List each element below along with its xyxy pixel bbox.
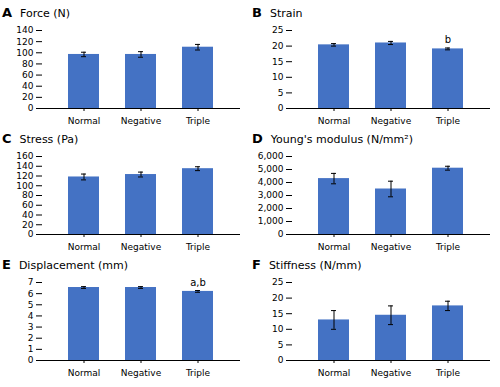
svg-text:Negative: Negative <box>121 116 162 126</box>
svg-text:2: 2 <box>28 333 34 343</box>
svg-text:5,000: 5,000 <box>258 164 284 174</box>
svg-text:1,000: 1,000 <box>258 216 284 226</box>
svg-text:100: 100 <box>16 181 33 191</box>
svg-text:b: b <box>445 34 451 45</box>
svg-text:25: 25 <box>272 277 283 287</box>
svg-text:120: 120 <box>16 171 33 181</box>
svg-text:15: 15 <box>272 57 283 67</box>
html-text:D: D <box>252 131 263 146</box>
svg-text:Triple: Triple <box>435 368 461 378</box>
svg-text:0: 0 <box>278 103 284 113</box>
html-text:Force (N): Force (N) <box>20 7 71 20</box>
html-text:B: B <box>252 5 262 20</box>
svg-text:3: 3 <box>28 322 34 332</box>
svg-text:Triple: Triple <box>435 116 461 126</box>
svg-text:Normal: Normal <box>318 242 351 252</box>
svg-text:Triple: Triple <box>185 368 211 378</box>
html-text:Strain: Strain <box>269 7 303 20</box>
svg-text:6,000: 6,000 <box>258 151 284 161</box>
svg-text:0: 0 <box>278 355 284 365</box>
svg-text:Negative: Negative <box>121 368 162 378</box>
svg-text:5: 5 <box>278 88 284 98</box>
svg-text:5: 5 <box>28 300 34 310</box>
html-text:Stiffness (N/mm): Stiffness (N/mm) <box>268 259 362 272</box>
svg-text:Normal: Normal <box>318 116 351 126</box>
svg-text:0: 0 <box>28 103 34 113</box>
svg-text:Negative: Negative <box>371 242 412 252</box>
svg-text:60: 60 <box>22 200 34 210</box>
svg-text:Normal: Normal <box>68 242 101 252</box>
svg-text:Negative: Negative <box>371 116 412 126</box>
html-text:C: C <box>2 131 12 146</box>
svg-text:10: 10 <box>272 324 284 334</box>
svg-text:10: 10 <box>272 72 284 82</box>
svg-text:Triple: Triple <box>185 242 211 252</box>
svg-text:120: 120 <box>16 37 33 47</box>
svg-text:4,000: 4,000 <box>258 177 284 187</box>
html-text:Stress (Pa): Stress (Pa) <box>19 133 79 146</box>
svg-text:1: 1 <box>28 344 34 354</box>
html-text:A: A <box>2 5 13 20</box>
svg-text:0: 0 <box>28 229 34 239</box>
svg-text:4: 4 <box>28 311 34 321</box>
svg-text:20: 20 <box>272 41 284 51</box>
svg-text:0: 0 <box>278 229 284 239</box>
svg-text:Normal: Normal <box>68 116 101 126</box>
svg-text:Negative: Negative <box>371 368 412 378</box>
svg-text:Triple: Triple <box>185 116 211 126</box>
svg-text:7: 7 <box>28 277 34 287</box>
svg-text:25: 25 <box>272 25 283 35</box>
svg-text:20: 20 <box>22 92 34 102</box>
svg-text:6: 6 <box>28 289 34 299</box>
svg-text:5: 5 <box>278 340 284 350</box>
svg-text:140: 140 <box>16 25 33 35</box>
svg-text:15: 15 <box>272 309 283 319</box>
svg-text:80: 80 <box>22 190 34 200</box>
svg-text:140: 140 <box>16 161 33 171</box>
svg-text:Normal: Normal <box>68 368 101 378</box>
html-text:F: F <box>252 257 261 272</box>
svg-text:3,000: 3,000 <box>258 190 284 200</box>
html-text:E: E <box>2 257 11 272</box>
svg-text:a,b: a,b <box>190 277 206 288</box>
svg-text:2,000: 2,000 <box>258 203 284 213</box>
svg-text:Normal: Normal <box>318 368 351 378</box>
svg-text:100: 100 <box>16 48 33 58</box>
svg-text:Negative: Negative <box>121 242 162 252</box>
svg-text:Triple: Triple <box>435 242 461 252</box>
html-text:Young's modulus (N/mm²): Young's modulus (N/mm²) <box>270 133 413 146</box>
svg-text:80: 80 <box>22 59 34 69</box>
svg-text:20: 20 <box>272 293 284 303</box>
svg-text:160: 160 <box>16 151 33 161</box>
svg-text:0: 0 <box>28 355 34 365</box>
svg-text:40: 40 <box>22 210 34 220</box>
svg-text:20: 20 <box>22 220 34 230</box>
svg-text:60: 60 <box>22 70 34 80</box>
html-text:Displacement (mm): Displacement (mm) <box>18 259 128 272</box>
svg-text:40: 40 <box>22 81 34 91</box>
